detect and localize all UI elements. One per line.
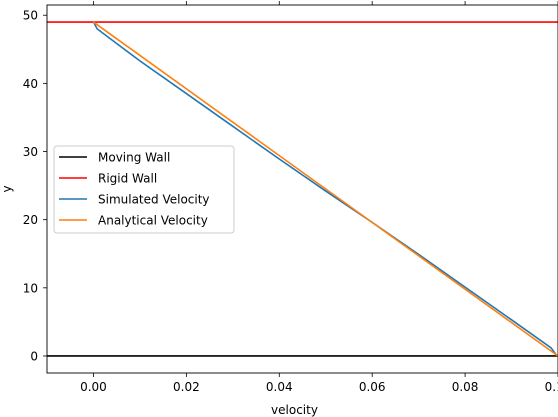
y-tick-label: 40 (23, 77, 38, 91)
legend: Moving Wall Rigid Wall Simulated Velocity A… (53, 145, 235, 234)
x-tick-label: 0.02 (173, 380, 200, 394)
y-tick-label: 30 (23, 145, 38, 159)
y-tick-label: 20 (23, 213, 38, 227)
x-tick-label: 0.00 (80, 380, 107, 394)
x-axis-label: velocity (271, 403, 318, 417)
y-tick-label: 0 (30, 349, 38, 363)
legend-label-rigid-wall: Rigid Wall (98, 172, 157, 186)
x-tick-label: 0.06 (359, 380, 386, 394)
legend-label-simulated-velocity: Simulated Velocity (98, 193, 210, 207)
x-tick-label: 0.08 (452, 380, 479, 394)
y-tick-label: 50 (23, 9, 38, 23)
plot-frame (46, 4, 558, 374)
series-line-analytical-velocity (92, 21, 558, 357)
x-tick-label: 0.10 (545, 380, 558, 394)
y-tick-label: 10 (23, 281, 38, 295)
x-tick-label: 0.04 (266, 380, 293, 394)
legend-box (53, 145, 235, 234)
y-axis-label: y (0, 185, 14, 192)
legend-label-analytical-velocity: Analytical Velocity (98, 214, 208, 228)
legend-label-moving-wall: Moving Wall (98, 151, 170, 165)
series-line-simulated-velocity (92, 21, 558, 357)
